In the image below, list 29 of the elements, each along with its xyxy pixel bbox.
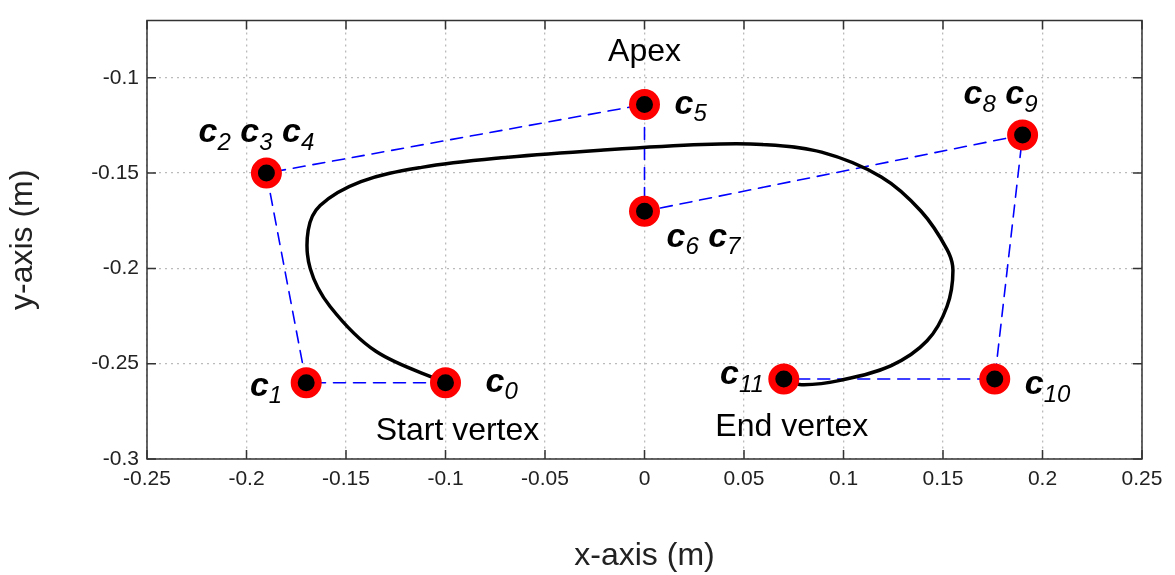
annotation: End vertex bbox=[715, 406, 869, 443]
point bbox=[290, 367, 322, 399]
x-tick-label: 0.25 bbox=[1121, 466, 1163, 490]
annotation: Apex bbox=[608, 32, 681, 69]
y-axis-title: y-axis (m) bbox=[3, 169, 40, 311]
x-axis-title: x-axis (m) bbox=[574, 535, 715, 572]
y-tick-label: -0.2 bbox=[102, 255, 139, 279]
x-tick-label: 0.05 bbox=[723, 466, 765, 490]
y-tick-label: -0.15 bbox=[91, 159, 139, 183]
x-tick-label: 0.2 bbox=[1027, 466, 1058, 490]
y-tick-label: -0.1 bbox=[102, 64, 139, 88]
y-tick-label: -0.3 bbox=[102, 445, 139, 469]
x-tick-label: -0.05 bbox=[521, 466, 569, 490]
x-tick-label: -0.2 bbox=[228, 466, 265, 490]
point bbox=[629, 88, 660, 120]
point bbox=[979, 363, 1011, 395]
x-tick-label: -0.15 bbox=[322, 466, 370, 490]
point bbox=[768, 363, 800, 395]
x-tick-label: 0.1 bbox=[828, 466, 859, 490]
x-tick-label: -0.25 bbox=[123, 466, 171, 490]
point bbox=[629, 195, 660, 227]
point bbox=[430, 367, 461, 399]
x-tick-label: 0 bbox=[638, 466, 651, 490]
x-tick-label: 0.15 bbox=[922, 466, 964, 490]
y-tick-label: -0.25 bbox=[91, 350, 139, 374]
x-tick-label: -0.1 bbox=[427, 466, 464, 490]
point bbox=[1007, 119, 1039, 151]
point bbox=[250, 157, 282, 189]
annotation: Start vertex bbox=[375, 410, 540, 447]
